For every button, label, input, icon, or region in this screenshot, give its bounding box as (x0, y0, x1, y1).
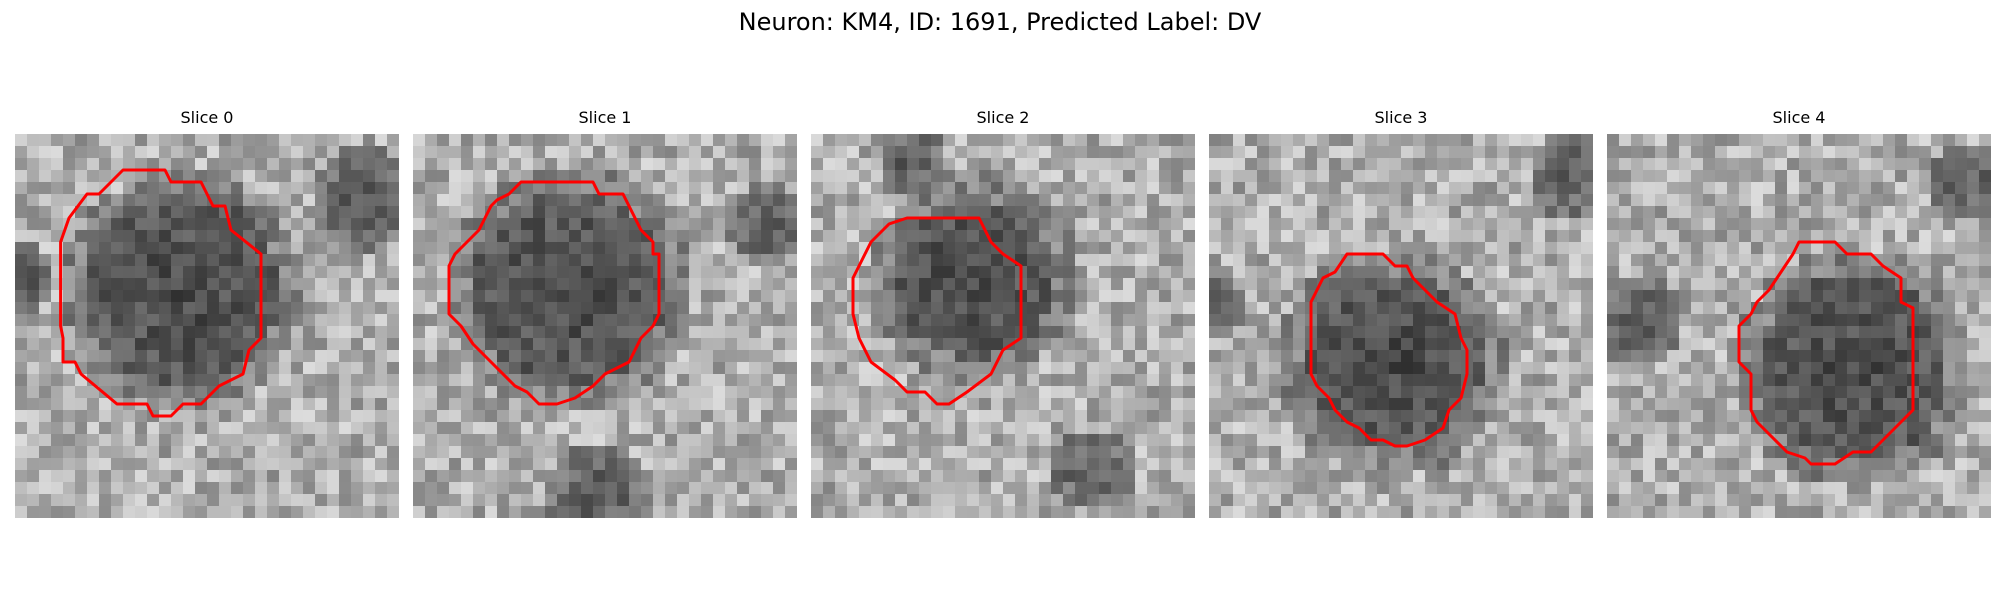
cell-contour (851, 216, 1023, 406)
slice-title: Slice 2 (976, 108, 1030, 127)
pixel-grid (1209, 134, 1593, 518)
slice-image-0 (15, 134, 399, 518)
cell-contour (59, 168, 263, 418)
slice-title: Slice 3 (1374, 108, 1428, 127)
slice-title: Slice 0 (180, 108, 234, 127)
cell-contour (1309, 252, 1469, 448)
pixel-grid (413, 134, 797, 518)
cell-contour (447, 180, 661, 406)
slice-image-3 (1209, 134, 1593, 518)
cell-contour (1737, 240, 1915, 466)
slice-image-2 (811, 134, 1195, 518)
slice-title: Slice 1 (578, 108, 632, 127)
slice-image-4 (1607, 134, 1991, 518)
pixel-grid (811, 134, 1195, 518)
slice-image-1 (413, 134, 797, 518)
slice-title: Slice 4 (1772, 108, 1826, 127)
pixel-grid (1607, 134, 1991, 518)
figure-title: Neuron: KM4, ID: 1691, Predicted Label: … (738, 8, 1262, 36)
